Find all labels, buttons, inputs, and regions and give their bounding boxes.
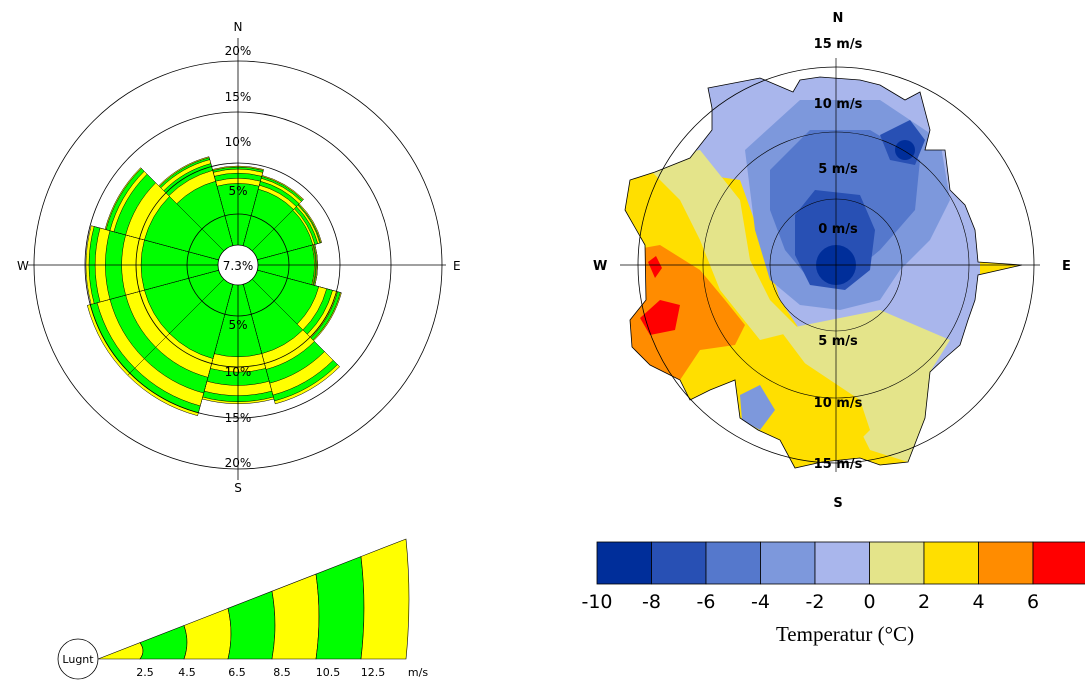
colorbar-cell-5 [869, 541, 925, 585]
speed-legend: Lugnt 2.5 4.5 6.5 8.5 10.5 12.5 m/s [57, 538, 428, 680]
polar-temperature-plot: N S E W 15 m/s 10 m/s 5 m/s 0 m/s 5 m/s … [593, 11, 1071, 511]
colorbar-cell-8 [1032, 541, 1085, 585]
colorbar-tick--10: -10 [581, 591, 612, 613]
legend-unit: m/s [408, 666, 428, 679]
contour-red-w [640, 300, 680, 335]
legend-tick-6.5: 6.5 [228, 666, 246, 679]
ring-label-n-20: 20% [225, 44, 252, 58]
colorbar-tick-0: 0 [863, 591, 875, 613]
temperature-colorbar: -10 -8 -6 -4 -2 0 2 4 6 Temperatur (°C) [581, 541, 1085, 646]
colorbar-cell-1 [651, 541, 707, 585]
ring-label-s-10: 10% [225, 365, 252, 379]
legend-band-2 [183, 607, 232, 660]
speed-label-n-0: 0 m/s [818, 222, 858, 237]
compass-e: E [453, 259, 461, 273]
legend-band-4 [271, 573, 320, 660]
legend-band-0 [97, 642, 144, 660]
colorbar-tick-6: 6 [1027, 591, 1039, 613]
contour-fill [625, 77, 1022, 468]
legend-calm-circle [57, 638, 99, 680]
contour-red-w2 [648, 256, 662, 278]
contour-yellow-s-inner [800, 360, 870, 460]
wind-rose-rings [28, 38, 446, 480]
legend-tick-8.5: 8.5 [273, 666, 291, 679]
colorbar-cell-7 [978, 541, 1034, 585]
wind-rose-sectors [85, 156, 342, 417]
contour-rings [620, 58, 1040, 472]
colorbar-cell-0 [596, 541, 652, 585]
legend-tick-10.5: 10.5 [316, 666, 341, 679]
rose-sector-dir330-bin1 [176, 180, 239, 266]
compass-w: W [17, 259, 29, 273]
contour-ne-core [895, 140, 915, 160]
legend-tick-2.5: 2.5 [136, 666, 154, 679]
colorbar-tick--2: -2 [806, 591, 825, 613]
legend-band-6 [360, 538, 410, 660]
ring-label-s-20: 20% [225, 456, 252, 470]
colorbar-tick--4: -4 [751, 591, 770, 613]
colorbar-cell-2 [705, 541, 761, 585]
colorbar-cells [596, 541, 1085, 585]
ring-label-n-10: 10% [225, 135, 252, 149]
contour-pale-yellow-s [780, 310, 950, 462]
compass-s: S [234, 481, 242, 495]
contour-orange-w [630, 245, 745, 380]
ring-label-s-15: 15% [225, 411, 252, 425]
colorbar-tick--8: -8 [642, 591, 661, 613]
colorbar-title: Temperatur (°C) [776, 622, 914, 646]
colorbar-tick-4: 4 [972, 591, 984, 613]
contour-se-pocket [740, 385, 775, 430]
legend-calm-label: Lugnt [62, 653, 94, 666]
legend-band-1 [139, 625, 188, 660]
colorbar-cell-6 [923, 541, 979, 585]
speed-label-s-5: 5 m/s [818, 334, 858, 349]
colorbar-tick-2: 2 [918, 591, 930, 613]
speed-label-s-15: 15 m/s [814, 457, 863, 472]
ring-label-s-5: 5% [228, 318, 247, 332]
ring-label-n-15: 15% [225, 90, 252, 104]
wind-rose-chart: 7.3% N S E W 5% 10% 15% 20% 5% 10% 15% 2… [17, 20, 461, 495]
center-calm-label: 7.3% [223, 259, 254, 273]
speed-label-n-5: 5 m/s [818, 162, 858, 177]
compass-n: N [234, 20, 243, 34]
contour-compass-s: S [833, 496, 842, 511]
legend-tick-12.5: 12.5 [361, 666, 386, 679]
speed-label-n-15: 15 m/s [814, 37, 863, 52]
contour-pale-yellow-nw [640, 150, 800, 340]
speed-label-s-10: 10 m/s [814, 396, 863, 411]
colorbar-tick--6: -6 [697, 591, 716, 613]
legend-band-5 [315, 556, 365, 660]
speed-label-n-10: 10 m/s [814, 97, 863, 112]
colorbar-ticks: -10 -8 -6 -4 -2 0 2 4 6 [581, 591, 1039, 613]
contour-compass-n: N [833, 11, 844, 26]
legend-tick-4.5: 4.5 [178, 666, 196, 679]
ring-label-n-5: 5% [228, 184, 247, 198]
contour-compass-w: W [593, 259, 607, 274]
legend-wedge [97, 538, 410, 660]
colorbar-cell-4 [814, 541, 870, 585]
calm-circle [217, 244, 259, 286]
colorbar-cell-3 [760, 541, 816, 585]
legend-band-3 [227, 590, 276, 660]
contour-compass-e: E [1062, 259, 1071, 274]
